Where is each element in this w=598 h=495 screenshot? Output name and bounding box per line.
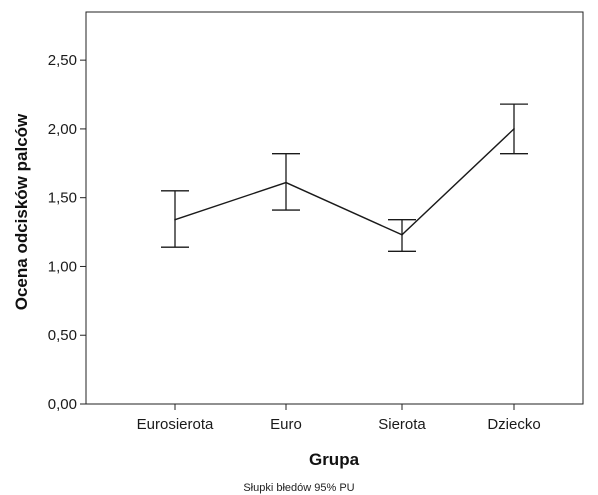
plot-area	[85, 11, 584, 405]
x-tick-label: Dziecko	[487, 416, 540, 433]
data-point	[513, 128, 515, 130]
x-tick-label: Euro	[270, 416, 302, 433]
y-tick-label: 0,50	[48, 327, 77, 344]
series-line-group	[174, 128, 515, 236]
x-tick-label: Eurosierota	[137, 416, 214, 433]
x-axis: Eurosierota Euro Sierota Dziecko	[137, 404, 541, 433]
y-tick-label: 2,00	[48, 121, 77, 138]
footnote: Słupki błedów 95% PU	[243, 482, 354, 494]
y-axis-title: Ocena odcisków palców	[12, 113, 31, 310]
y-tick-label: 1,00	[48, 258, 77, 275]
data-point	[285, 181, 287, 184]
x-tick-label: Sierota	[378, 416, 426, 433]
series-line	[174, 128, 515, 236]
data-point	[401, 234, 403, 236]
y-tick-label: 2,50	[48, 52, 77, 69]
y-axis: 0,00 0,50 1,00 1,50 2,00 2,50	[48, 52, 86, 413]
y-tick-label: 1,50	[48, 190, 77, 207]
y-tick-label: 0,00	[48, 396, 77, 413]
x-axis-title: Grupa	[309, 450, 360, 469]
data-point	[174, 218, 176, 221]
